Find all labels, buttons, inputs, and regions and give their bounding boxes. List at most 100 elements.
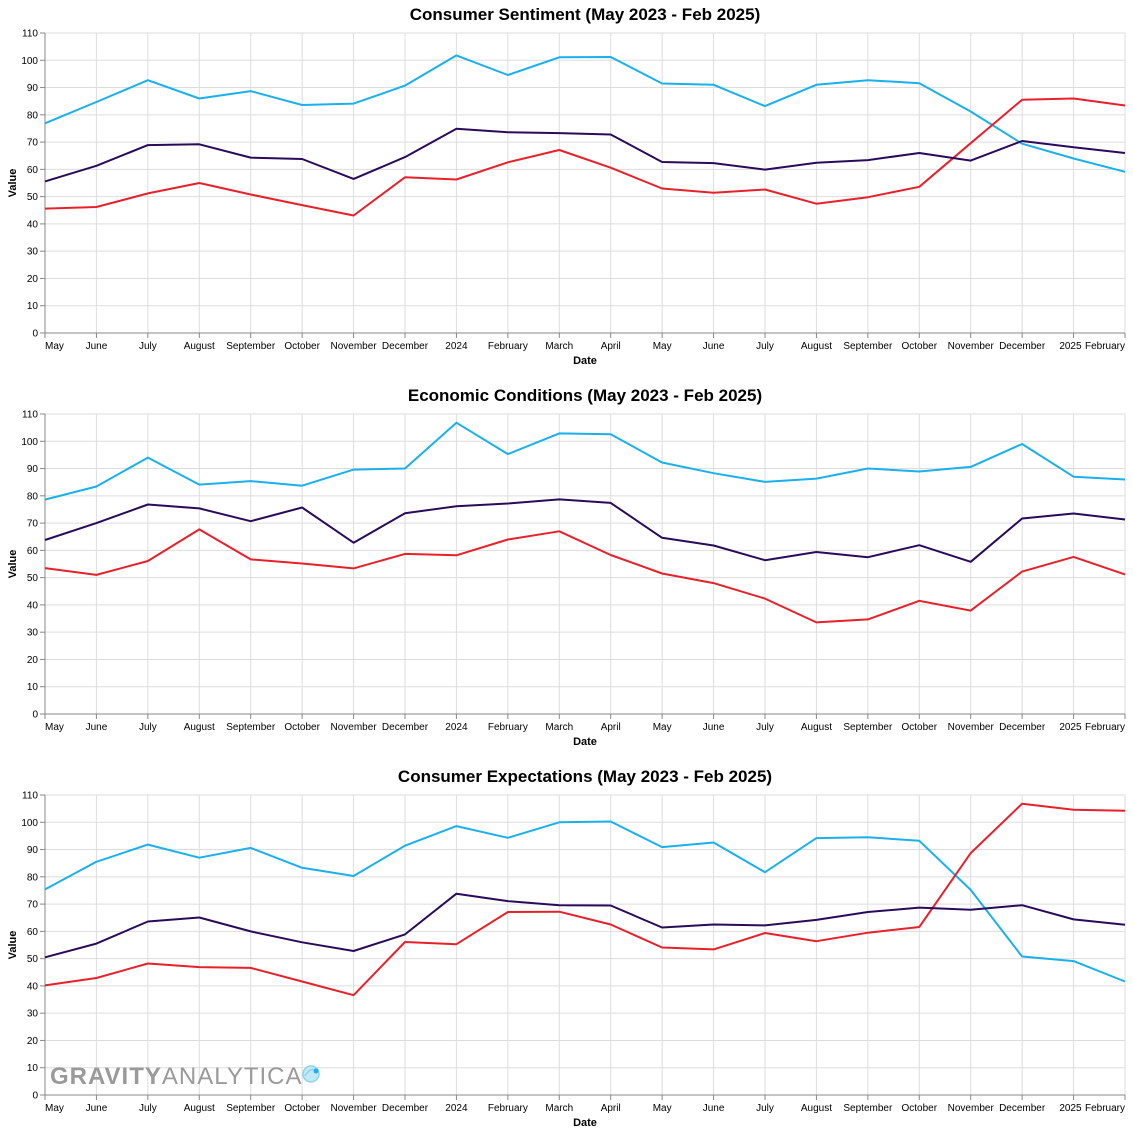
x-tick-label: 2025 xyxy=(1059,341,1082,352)
x-tick-label: April xyxy=(601,341,621,352)
x-tick-label: February xyxy=(1085,1103,1125,1114)
series-line-series_c xyxy=(44,97,1126,217)
x-tick-label: August xyxy=(801,722,832,733)
x-tick-label: November xyxy=(331,341,378,352)
x-tick-label: September xyxy=(843,722,893,733)
y-tick-label: 60 xyxy=(27,546,39,557)
x-tick-label: February xyxy=(1085,341,1125,352)
watermark-light-text: ANALYTICA xyxy=(162,1063,303,1090)
y-tick-label: 90 xyxy=(27,845,39,856)
x-tick-label: October xyxy=(284,1103,320,1114)
y-tick-label: 40 xyxy=(27,981,39,992)
x-tick-label: December xyxy=(999,722,1046,733)
y-tick-label: 80 xyxy=(27,491,39,502)
y-tick-label: 10 xyxy=(27,1063,39,1074)
x-axis-title: Date xyxy=(573,355,597,367)
x-tick-label: April xyxy=(601,722,621,733)
x-tick-label: November xyxy=(331,1103,378,1114)
y-tick-label: 60 xyxy=(27,165,39,176)
series-line-series_c xyxy=(44,528,1126,624)
x-tick-label: June xyxy=(703,1103,725,1114)
chart-title: Economic Conditions (May 2023 - Feb 2025… xyxy=(408,386,762,405)
y-tick-label: 80 xyxy=(27,872,39,883)
y-tick-label: 90 xyxy=(27,464,39,475)
y-tick-label: 40 xyxy=(27,219,39,230)
series-line-series_b xyxy=(44,498,1126,563)
x-tick-label: March xyxy=(545,1103,573,1114)
x-tick-label: October xyxy=(901,1103,937,1114)
x-tick-label: November xyxy=(331,722,378,733)
chart-title: Consumer Expectations (May 2023 - Feb 20… xyxy=(398,767,772,786)
x-tick-label: June xyxy=(86,1103,108,1114)
y-axis-title: Value xyxy=(7,550,19,579)
x-tick-label: July xyxy=(139,722,157,733)
y-tick-label: 30 xyxy=(27,247,39,258)
x-tick-label: May xyxy=(45,341,64,352)
y-tick-label: 70 xyxy=(27,900,39,911)
x-tick-label: July xyxy=(756,1103,774,1114)
x-axis-title: Date xyxy=(573,736,597,748)
chart-panel-3: Consumer Expectations (May 2023 - Feb 20… xyxy=(7,767,1126,1129)
x-axis-title: Date xyxy=(573,1117,597,1129)
x-tick-label: September xyxy=(843,1103,893,1114)
y-tick-label: 50 xyxy=(27,192,39,203)
y-tick-label: 60 xyxy=(27,927,39,938)
x-tick-label: August xyxy=(184,1103,215,1114)
x-tick-label: August xyxy=(801,341,832,352)
y-tick-label: 110 xyxy=(22,29,38,40)
x-tick-label: December xyxy=(999,1103,1046,1114)
series-line-series_c xyxy=(44,802,1126,997)
x-tick-label: July xyxy=(756,722,774,733)
chart-panel-2: Economic Conditions (May 2023 - Feb 2025… xyxy=(7,386,1126,748)
x-tick-label: August xyxy=(184,722,215,733)
y-axis-title: Value xyxy=(7,931,19,960)
x-tick-label: May xyxy=(45,722,64,733)
charts-root: Consumer Sentiment (May 2023 - Feb 2025)… xyxy=(7,5,1126,1129)
y-tick-label: 10 xyxy=(27,682,39,693)
x-tick-label: December xyxy=(382,1103,429,1114)
x-tick-label: December xyxy=(999,341,1046,352)
x-tick-label: 2024 xyxy=(445,341,468,352)
x-tick-label: October xyxy=(284,722,320,733)
x-tick-label: September xyxy=(226,341,276,352)
y-tick-label: 30 xyxy=(27,1009,39,1020)
y-tick-label: 70 xyxy=(27,138,39,149)
x-tick-label: May xyxy=(653,341,672,352)
x-tick-label: May xyxy=(653,1103,672,1114)
x-tick-label: February xyxy=(488,722,528,733)
x-tick-label: November xyxy=(948,1103,995,1114)
x-tick-label: June xyxy=(86,341,108,352)
x-tick-label: October xyxy=(901,722,937,733)
y-tick-label: 70 xyxy=(27,519,39,530)
x-tick-label: May xyxy=(653,722,672,733)
y-tick-label: 50 xyxy=(27,573,39,584)
x-tick-label: 2024 xyxy=(445,722,468,733)
y-tick-label: 90 xyxy=(27,83,39,94)
series-line-series_a xyxy=(44,421,1126,501)
x-tick-label: March xyxy=(545,341,573,352)
y-tick-label: 20 xyxy=(27,1036,39,1047)
x-tick-label: June xyxy=(703,722,725,733)
x-tick-label: February xyxy=(1085,722,1125,733)
y-tick-label: 0 xyxy=(32,329,38,340)
series-line-series_a xyxy=(44,820,1126,983)
x-tick-label: February xyxy=(488,341,528,352)
chart-panel-1: Consumer Sentiment (May 2023 - Feb 2025)… xyxy=(7,5,1126,367)
y-axis-title: Value xyxy=(7,169,19,198)
series-line-series_b xyxy=(44,127,1126,183)
y-tick-label: 100 xyxy=(21,818,38,829)
x-tick-label: 2024 xyxy=(445,1103,468,1114)
y-tick-label: 110 xyxy=(22,410,38,421)
globe-icon xyxy=(302,1065,320,1083)
y-tick-label: 10 xyxy=(27,301,39,312)
y-tick-label: 100 xyxy=(21,437,38,448)
chart-title: Consumer Sentiment (May 2023 - Feb 2025) xyxy=(410,5,761,24)
x-tick-label: November xyxy=(948,722,995,733)
y-tick-label: 110 xyxy=(22,791,38,802)
x-tick-label: November xyxy=(948,341,995,352)
x-tick-label: 2025 xyxy=(1059,722,1082,733)
x-tick-label: June xyxy=(703,341,725,352)
x-tick-label: July xyxy=(756,341,774,352)
watermark-bold-text: GRAVITY xyxy=(50,1063,162,1090)
